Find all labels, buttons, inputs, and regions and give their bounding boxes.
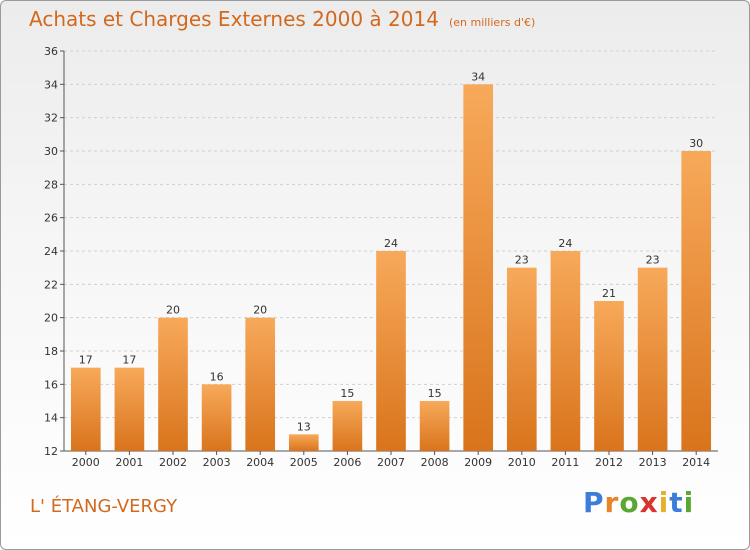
- y-tick-label: 34: [44, 78, 58, 91]
- bar-value-label: 17: [79, 354, 93, 367]
- bar-value-label: 24: [384, 237, 398, 250]
- x-tick-label: 2003: [203, 456, 231, 469]
- x-tick-label: 2013: [639, 456, 667, 469]
- x-tick-label: 2009: [464, 456, 492, 469]
- y-tick-label: 26: [44, 212, 58, 225]
- bar-value-label: 15: [428, 387, 442, 400]
- bar-value-label: 17: [122, 354, 136, 367]
- bar-value-label: 21: [602, 287, 616, 300]
- bar-value-label: 34: [471, 70, 485, 83]
- bar-value-label: 23: [515, 254, 529, 267]
- bar: [506, 267, 537, 451]
- bar: [594, 301, 624, 451]
- x-tick-label: 2014: [682, 456, 710, 469]
- bar-value-label: 20: [166, 304, 180, 317]
- x-tick-label: 2001: [115, 456, 143, 469]
- y-tick-label: 16: [44, 378, 58, 391]
- bar-value-label: 23: [646, 254, 660, 267]
- bar-value-label: 30: [689, 137, 703, 150]
- y-tick-label: 14: [44, 412, 58, 425]
- bar-value-label: 15: [340, 387, 354, 400]
- bars: [70, 84, 712, 451]
- bar-value-label: 16: [210, 370, 224, 383]
- y-tick-label: 12: [44, 445, 58, 458]
- logo-letter: t: [669, 486, 684, 519]
- x-tick-label: 2007: [377, 456, 405, 469]
- x-tick-label: 2004: [246, 456, 274, 469]
- y-tick-label: 22: [44, 278, 58, 291]
- x-tick-label: 2008: [421, 456, 449, 469]
- y-tick-label: 24: [44, 245, 58, 258]
- y-tick-label: 20: [44, 312, 58, 325]
- chart-unit: (en milliers d'€): [448, 16, 536, 29]
- logo-letter: r: [604, 486, 620, 519]
- bar: [550, 251, 581, 451]
- y-tick-label: 18: [44, 345, 58, 358]
- chart-title-text: Achats et Charges Externes 2000 à 2014: [29, 7, 439, 31]
- x-tick-label: 2006: [333, 456, 361, 469]
- y-tick-label: 32: [44, 112, 58, 125]
- bar: [376, 251, 406, 451]
- x-tick-label: 2010: [508, 456, 536, 469]
- axes: 12 14 16 18 20 22 24 26 28 30 32 34 36 2000 2001 2002 20…: [44, 45, 718, 469]
- logo-letter: o: [619, 486, 640, 519]
- chart-title: Achats et Charges Externes 2000 à 2014 (e…: [29, 7, 535, 31]
- bar: [114, 367, 145, 451]
- bar: [637, 267, 668, 451]
- bar: [158, 317, 188, 451]
- logo-letter: P: [583, 486, 605, 519]
- x-tick-label: 2002: [159, 456, 187, 469]
- y-tick-label: 28: [44, 178, 58, 191]
- x-tick-label: 2011: [551, 456, 579, 469]
- bar-labels: 17 17 20 16 20 13 15 24 15 34 23 24 21 23 30: [79, 70, 703, 433]
- proxiti-logo[interactable]: Proxiti: [583, 486, 694, 519]
- x-tick-label: 2012: [595, 456, 623, 469]
- bar: [70, 367, 101, 451]
- logo-letter: i: [658, 486, 670, 519]
- logo-letter: x: [639, 486, 659, 519]
- x-tick-label: 2000: [72, 456, 100, 469]
- bar-value-label: 13: [297, 420, 311, 433]
- bar: [463, 84, 494, 451]
- bar: [419, 401, 450, 451]
- bar: [288, 434, 319, 451]
- y-tick-label: 36: [44, 45, 58, 58]
- bar: [681, 151, 712, 451]
- location-label: L' ÉTANG-VERGY: [30, 496, 178, 517]
- bar: [201, 384, 232, 451]
- bar: [245, 317, 276, 451]
- logo-letter: i: [683, 486, 695, 519]
- x-tick-label: 2005: [290, 456, 318, 469]
- bar-value-label: 20: [253, 304, 267, 317]
- y-tick-label: 30: [44, 145, 58, 158]
- bar-value-label: 24: [558, 237, 572, 250]
- bar: [332, 401, 363, 451]
